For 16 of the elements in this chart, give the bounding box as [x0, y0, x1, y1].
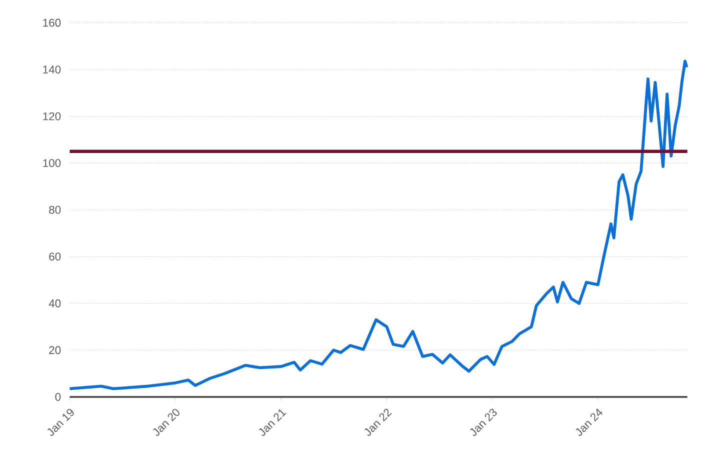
x-tick-label: Jan 21 — [259, 409, 286, 436]
line-series — [68, 60, 688, 390]
y-tick-label: 0 — [55, 392, 61, 401]
x-tick-label: Jan 19 — [48, 408, 74, 436]
y-tick-label: 60 — [49, 252, 61, 260]
y-tick-label: 20 — [49, 346, 61, 354]
x-tick-label: Jan 20 — [153, 408, 180, 436]
y-tick-label: 40 — [48, 299, 61, 308]
y-tick-label: 140 — [43, 65, 61, 74]
x-tick-label: Jan 22 — [364, 408, 392, 436]
x-tick-label: Jan 23 — [470, 408, 497, 436]
y-tick-label: 80 — [49, 206, 61, 214]
x-tick-label: Jan 24 — [576, 408, 602, 436]
y-tick-label: 160 — [43, 18, 61, 27]
y-tick-label: 120 — [43, 112, 61, 120]
y-tick-label: 100 — [43, 158, 61, 167]
